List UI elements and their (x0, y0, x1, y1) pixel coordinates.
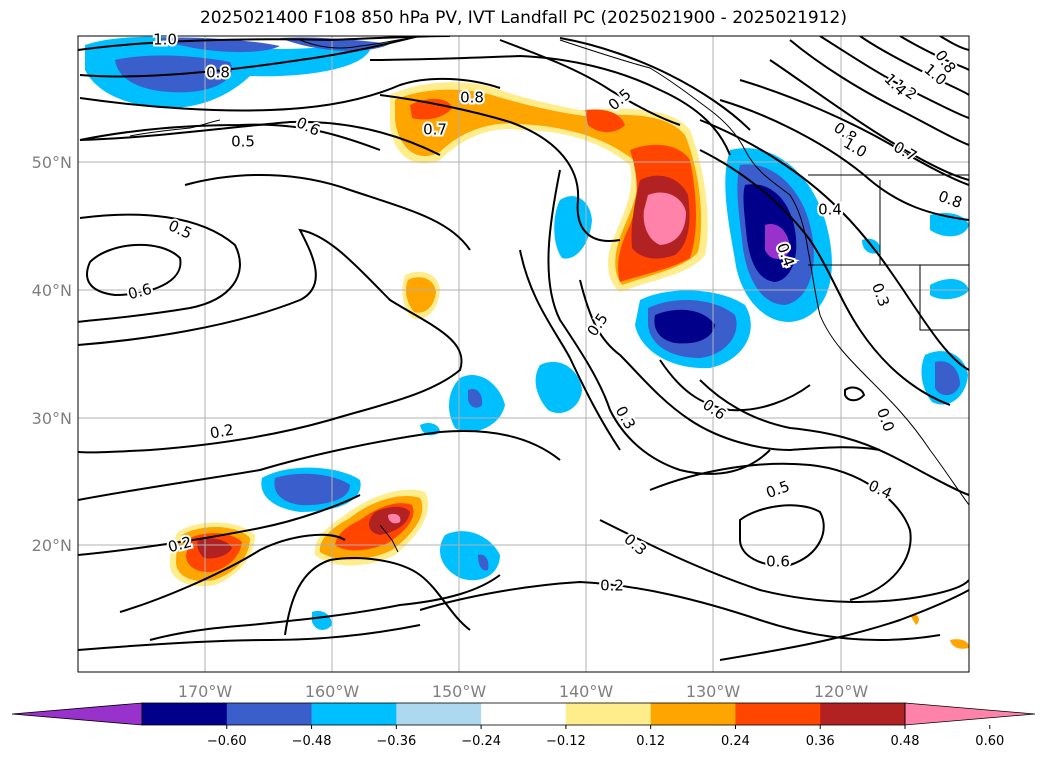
colorbar-tick-label: −0.36 (376, 734, 416, 749)
coastlines (129, 37, 969, 553)
colorbar-segment (481, 703, 567, 725)
ivt-contours (78, 36, 969, 661)
colorbar-frame (141, 702, 906, 726)
colorbar-segment (396, 703, 482, 725)
contour-label: 0.6 (126, 280, 154, 304)
colorbar-min-arrow (11, 702, 143, 726)
map-title: 2025021400 F108 850 hPa PV, IVT Landfall… (199, 8, 847, 28)
lon-label-160w: 160°W (305, 682, 360, 701)
contour-label: 0.4 (818, 201, 842, 219)
colorbar-segment (142, 703, 228, 725)
lon-label-120w: 120°W (814, 682, 869, 701)
colorbar-segment (226, 703, 313, 725)
contour-label: 1.0 (153, 31, 177, 49)
contour-label-halo: 0.8 (460, 89, 484, 107)
lon-label-150w: 150°W (432, 682, 487, 701)
contour-label: 0.2 (600, 577, 624, 595)
colorbar-max-arrow (904, 702, 1036, 726)
contour-label: 0.2 (209, 421, 236, 443)
contour-label-halo: 0.4 (818, 201, 842, 219)
graticule (78, 36, 969, 672)
longitude-labels: 170°W 160°W 150°W 140°W 130°W 120°W (178, 682, 869, 701)
contour-label: 0.5 (231, 133, 255, 151)
lat-label-40n: 40°N (32, 281, 72, 300)
colorbar-tick-label: 0.36 (806, 734, 835, 749)
lon-label-140w: 140°W (559, 682, 614, 701)
contour-label: 0.8 (206, 64, 230, 82)
contour-label-halo: 0.5 (231, 133, 255, 151)
negative-shading (85, 36, 969, 630)
colorbar-tick-label: −0.12 (546, 734, 586, 749)
contour-label-halo: 0.7 (423, 121, 447, 139)
colorbar: −0.60 −0.48 −0.36 −0.24 −0.12 0.12 0.24 0.36 0.4… (11, 702, 1036, 749)
positive-shading (170, 82, 969, 649)
colorbar-segment (735, 703, 821, 725)
lat-label-30n: 30°N (32, 409, 72, 428)
lat-label-20n: 20°N (32, 536, 72, 555)
colorbar-tick-label: 0.60 (975, 734, 1004, 749)
contour-label: 0.2 (166, 533, 194, 557)
contour-label-halo: 0.6 (766, 553, 790, 571)
colorbar-tick-label: 0.48 (891, 734, 920, 749)
colorbar-tick-label: −0.48 (292, 734, 332, 749)
latitude-labels: 50°N 40°N 30°N 20°N (32, 153, 72, 555)
map-frame (77, 35, 970, 673)
contour-label-halo: 0.2 (600, 577, 624, 595)
colorbar-segment (650, 703, 736, 725)
colorbar-tick-label: −0.60 (207, 734, 247, 749)
colorbar-tick-label: 0.12 (636, 734, 665, 749)
lat-label-50n: 50°N (32, 153, 72, 172)
contour-label: 0.6 (766, 553, 790, 571)
contour-label-halo: 0.8 (206, 64, 230, 82)
contour-label: 0.8 (460, 89, 484, 107)
colorbar-segment (311, 703, 397, 725)
colorbar-tick-label: −0.24 (461, 734, 501, 749)
colorbar-segment (820, 703, 906, 725)
lon-label-170w: 170°W (178, 682, 233, 701)
contour-label-halo: 1.0 (153, 31, 177, 49)
colorbar-tick-label: 0.24 (721, 734, 750, 749)
contour-label: 0.7 (423, 121, 447, 139)
colorbar-segment (565, 703, 652, 725)
lon-label-130w: 130°W (686, 682, 741, 701)
map-layers (78, 36, 969, 672)
